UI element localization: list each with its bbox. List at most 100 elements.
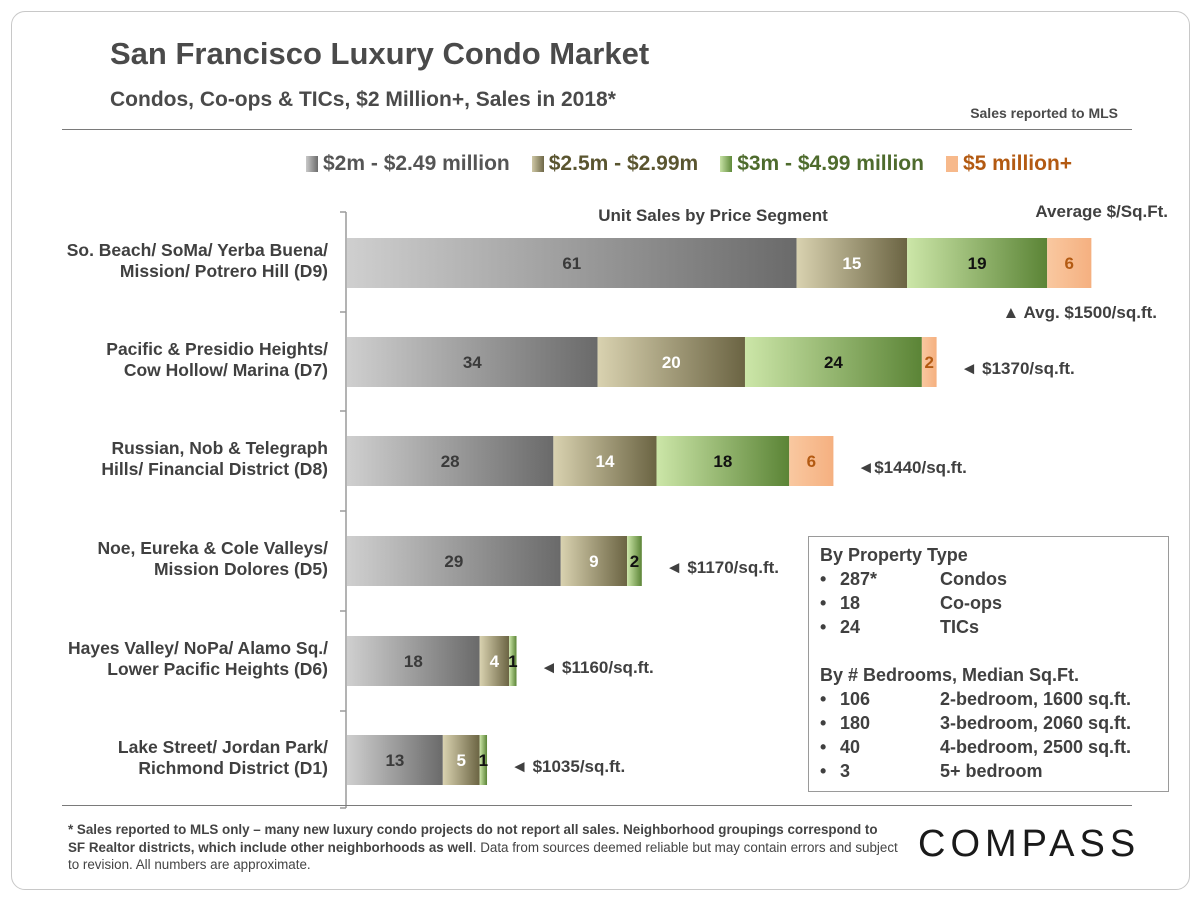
- footnote-bold: * Sales reported to MLS only – many new …: [68, 822, 878, 855]
- legend-item-seg2: $2.5m - $2.99m: [531, 152, 699, 176]
- category-label: Hayes Valley/ NoPa/ Alamo Sq./: [68, 638, 328, 658]
- bar-seg4: [1047, 238, 1092, 288]
- bar-seg3: [656, 436, 790, 486]
- category-label: Hills/ Financial District (D8): [101, 459, 328, 479]
- bedroom-row: • 180 3-bedroom, 2060 sq.ft.: [820, 713, 1131, 734]
- bar-seg1: [347, 337, 598, 387]
- row-value: 106: [840, 689, 871, 709]
- property-type-row: • 24 TICs: [820, 617, 979, 638]
- footnote-regular: . Data from sources deemed reliable but …: [68, 839, 898, 873]
- header-divider: [62, 129, 1132, 130]
- category-label: Mission Dolores (D5): [154, 559, 328, 579]
- row-label: 5+ bedroom: [940, 761, 1043, 781]
- page-subtitle: Condos, Co-ops & TICs, $2 Million+, Sale…: [110, 88, 616, 111]
- bar-value-label: 6: [807, 452, 816, 471]
- bar-value-label: 1: [479, 751, 488, 770]
- legend-swatch-seg1: [306, 156, 318, 172]
- legend-item-seg1: $2m - $2.49 million: [306, 152, 510, 176]
- category-label: Pacific & Presidio Heights/: [106, 339, 328, 359]
- bullet: •: [820, 617, 827, 637]
- row-value: 3: [840, 761, 851, 781]
- bar-value-label: 9: [589, 552, 598, 571]
- avg-price-annotation: ◄ $1370/sq.ft.: [961, 359, 1075, 378]
- category-label: Lake Street/ Jordan Park/: [118, 737, 328, 757]
- bar-seg2: [553, 436, 657, 486]
- summary-info-box: By Property Type • 287* Condos • 18 Co-o…: [808, 536, 1169, 792]
- bar-seg1: [347, 238, 797, 288]
- avg-price-header: Average $/Sq.Ft.: [1035, 202, 1168, 221]
- row-label: 3-bedroom, 2060 sq.ft.: [940, 713, 1132, 733]
- legend-label-seg1: $2m - $2.49 million: [323, 152, 510, 175]
- bar-value-label: 13: [385, 751, 404, 770]
- avg-price-annotation: ◄$1440/sq.ft.: [857, 458, 966, 477]
- legend-label-seg4: $5 million+: [962, 152, 1073, 175]
- bar-seg3: [744, 337, 922, 387]
- bar-seg1: [347, 436, 554, 486]
- avg-price-annotation: ▲ Avg. $1500/sq.ft.: [1003, 303, 1157, 322]
- bar-value-label: 1: [508, 652, 517, 671]
- bar-value-label: 5: [457, 751, 466, 770]
- bar-value-label: 14: [595, 452, 614, 471]
- row-value: 18: [840, 593, 861, 613]
- compass-logo: COMPASS: [918, 823, 1141, 865]
- bar-seg4: [921, 337, 937, 387]
- category-label: Noe, Eureka & Cole Valleys/: [97, 538, 328, 558]
- bar-value-label: 28: [441, 452, 460, 471]
- chart-title: Unit Sales by Price Segment: [598, 206, 828, 225]
- bar-value-label: 4: [490, 652, 500, 671]
- property-type-heading: By Property Type: [820, 545, 968, 565]
- bar-value-label: 29: [444, 552, 463, 571]
- chart-legend: $2m - $2.49 million $2.5m - $2.99m $3m -…: [306, 152, 1072, 176]
- bar-seg3: [479, 735, 488, 785]
- bedroom-row: • 3 5+ bedroom: [820, 761, 1043, 782]
- bar-seg3: [509, 636, 517, 686]
- legend-item-seg4: $5 million+: [945, 152, 1073, 176]
- bar-value-label: 24: [824, 353, 843, 372]
- row-label: Condos: [940, 569, 1007, 589]
- row-label: Co-ops: [940, 593, 1002, 613]
- bullet: •: [820, 737, 827, 757]
- avg-price-annotation: ◄ $1170/sq.ft.: [666, 558, 779, 577]
- bar-value-label: 61: [562, 254, 581, 273]
- bar-seg2: [442, 735, 480, 785]
- bedroom-row: • 106 2-bedroom, 1600 sq.ft.: [820, 689, 1131, 710]
- row-value: 180: [840, 713, 871, 733]
- avg-price-annotation: ◄ $1035/sq.ft.: [511, 757, 625, 776]
- bar-seg1: [347, 636, 480, 686]
- bullet: •: [820, 713, 827, 733]
- bar-value-label: 19: [968, 254, 987, 273]
- property-type-row: • 18 Co-ops: [820, 593, 1002, 614]
- category-label: So. Beach/ SoMa/ Yerba Buena/: [67, 240, 328, 260]
- category-label: Mission/ Potrero Hill (D9): [120, 261, 328, 281]
- bullet: •: [820, 569, 827, 589]
- bar-value-label: 20: [662, 353, 681, 372]
- bar-seg1: [347, 735, 443, 785]
- legend-swatch-seg2: [531, 156, 544, 172]
- category-label: Cow Hollow/ Marina (D7): [124, 360, 328, 380]
- row-value: 24: [840, 617, 861, 637]
- bedrooms-heading: By # Bedrooms, Median Sq.Ft.: [820, 665, 1080, 685]
- row-value: 40: [840, 737, 861, 757]
- bar-value-label: 34: [463, 353, 482, 372]
- category-label: Richmond District (D1): [138, 758, 328, 778]
- legend-label-seg2: $2.5m - $2.99m: [548, 152, 699, 175]
- bar-seg2: [560, 536, 628, 586]
- bar-value-label: 2: [630, 552, 639, 571]
- row-label: TICs: [940, 617, 980, 637]
- bar-value-label: 18: [404, 652, 423, 671]
- bar-seg2: [597, 337, 745, 387]
- legend-swatch-seg4: [945, 156, 958, 172]
- source-note: Sales reported to MLS: [970, 105, 1118, 121]
- bar-seg4: [789, 436, 834, 486]
- legend-label-seg3: $3m - $4.99 million: [737, 152, 924, 175]
- bar-value-label: 2: [924, 353, 933, 372]
- bar-seg3: [907, 238, 1048, 288]
- footnote: * Sales reported to MLS only – many new …: [68, 821, 898, 874]
- avg-price-annotation: ◄ $1160/sq.ft.: [541, 658, 654, 677]
- category-label: Russian, Nob & Telegraph: [111, 438, 328, 458]
- legend-swatch-seg3: [720, 156, 733, 172]
- bullet: •: [820, 593, 827, 613]
- row-value: 287*: [840, 569, 878, 589]
- bedroom-row: • 40 4-bedroom, 2500 sq.ft.: [820, 737, 1131, 758]
